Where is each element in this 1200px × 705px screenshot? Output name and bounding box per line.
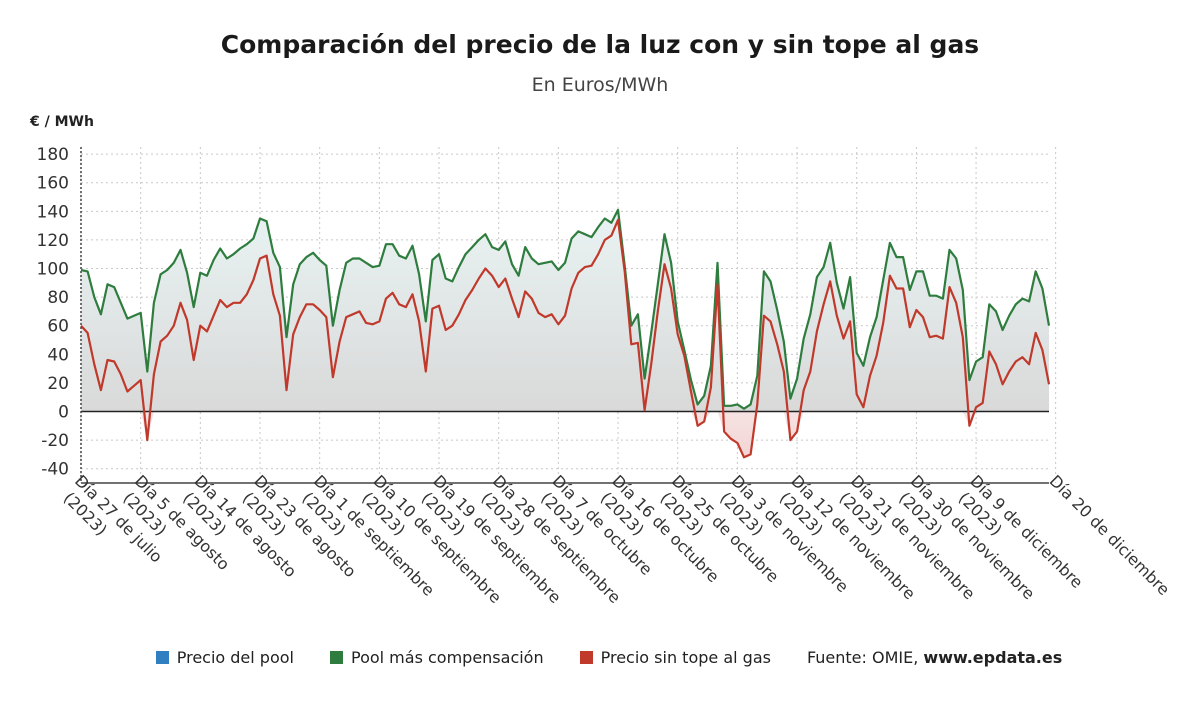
y-tick-label: 100 [37, 260, 69, 280]
legend-item-no-cap[interactable]: Precio sin tope al gas [579, 648, 771, 667]
legend-label-no-cap: Precio sin tope al gas [600, 648, 771, 667]
y-tick-label: 0 [58, 403, 69, 423]
legend-label-pool: Precio del pool [176, 648, 294, 667]
legend-swatch-no-cap [579, 651, 593, 664]
y-tick-label: 60 [47, 317, 69, 337]
y-tick-label: 80 [47, 288, 69, 308]
area-pool-compensation [81, 209, 1049, 412]
y-tick-label: -40 [41, 460, 69, 480]
chart-title: Comparación del precio de la luz con y s… [220, 30, 980, 59]
legend-item-pool[interactable]: Precio del pool [155, 648, 294, 667]
legend-swatch-pool-compensation [329, 651, 343, 664]
legend: Precio del pool Pool más compensación Pr… [0, 648, 1200, 667]
legend-swatch-pool [155, 651, 169, 664]
chart-subtitle: En Euros/MWh [531, 74, 669, 96]
y-tick-label: 40 [47, 345, 69, 365]
y-tick-label: 180 [37, 145, 69, 165]
series-line-no-cap [80, 218, 1051, 459]
y-tick-label: 140 [37, 202, 69, 222]
y-tick-label: -20 [41, 431, 69, 451]
legend-item-pool-compensation[interactable]: Pool más compensación [329, 648, 544, 667]
source-note: Fuente: OMIE, www.epdata.es [807, 648, 1062, 667]
y-tick-label: 120 [37, 231, 69, 251]
y-tick-label: 20 [47, 374, 69, 394]
legend-label-pool-compensation: Pool más compensación [350, 648, 544, 667]
series-line-pool-compensation [80, 208, 1051, 410]
area-negative-price [81, 411, 1049, 458]
source-site: www.epdata.es [923, 648, 1063, 667]
y-tick-label: 160 [37, 174, 69, 194]
y-axis-unit: € / MWh [30, 114, 94, 130]
source-prefix: Fuente: OMIE, [806, 648, 924, 667]
